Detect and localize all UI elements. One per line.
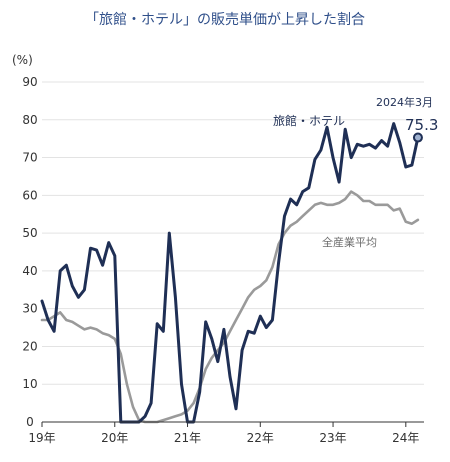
- latest-point-marker: [412, 132, 423, 143]
- y-tick-labels: 0 10 20 30 40 50 60 70 80 90: [22, 75, 37, 429]
- y-tick-30: 30: [22, 302, 37, 316]
- chart-title: 「旅館・ホテル」の販売単価が上昇した割合: [85, 11, 365, 28]
- y-tick-60: 60: [22, 188, 37, 202]
- x-tick-1: 20年: [101, 431, 128, 445]
- y-axis-unit: (%): [12, 53, 33, 67]
- x-tick-labels: 19年 20年 21年 22年 23年 24年: [28, 422, 419, 445]
- series-label-all-industry: 全産業平均: [322, 235, 377, 249]
- series-line-hotel: [40, 122, 420, 424]
- y-tick-90: 90: [22, 75, 37, 89]
- y-tick-70: 70: [22, 151, 37, 165]
- x-tick-4: 23年: [319, 431, 346, 445]
- series-label-hotel: 旅館・ホテル: [273, 113, 345, 128]
- y-tick-50: 50: [22, 226, 37, 240]
- x-tick-0: 19年: [28, 431, 55, 445]
- y-tick-80: 80: [22, 113, 37, 127]
- grid-lines: [42, 81, 424, 385]
- series-lines: [40, 122, 420, 424]
- y-tick-40: 40: [22, 264, 37, 278]
- x-tick-5: 24年: [392, 431, 419, 445]
- series-line-all-industry: [40, 190, 420, 424]
- annotation-date: 2024年3月: [376, 95, 433, 109]
- x-tick-2: 21年: [174, 431, 201, 445]
- y-tick-0: 0: [26, 415, 34, 429]
- y-tick-20: 20: [22, 339, 37, 353]
- x-tick-3: 22年: [247, 431, 274, 445]
- annotation-value: 75.3: [405, 116, 438, 134]
- y-tick-10: 10: [22, 377, 37, 391]
